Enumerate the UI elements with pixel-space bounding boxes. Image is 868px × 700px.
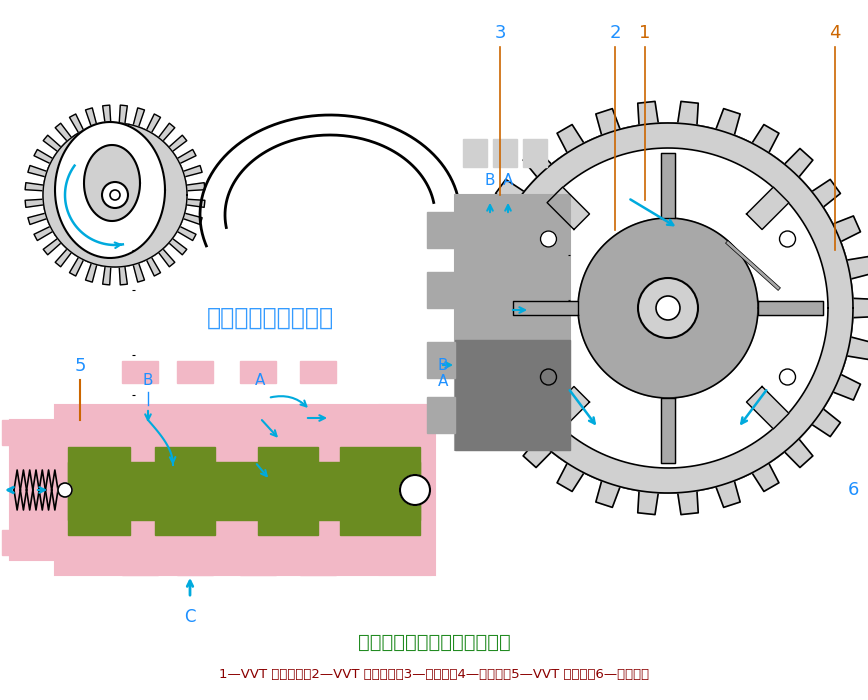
Bar (122, 553, 158, 575)
Text: 3: 3 (494, 24, 506, 42)
Bar (177, 361, 213, 383)
Text: 1—VVT 链轮定子；2—VVT 链轮转子；3—凸轮轴；4—锁止销；5—VVT 电磁阀；6—转子叶片: 1—VVT 链轮定子；2—VVT 链轮转子；3—凸轮轴；4—锁止销；5—VVT … (219, 668, 649, 682)
Text: C: C (184, 608, 196, 626)
Bar (240, 361, 276, 383)
Polygon shape (578, 218, 758, 398)
Text: 6: 6 (847, 481, 858, 499)
Bar (2, 530, 10, 555)
Text: 4: 4 (829, 24, 841, 42)
Polygon shape (25, 105, 205, 285)
Polygon shape (661, 398, 675, 463)
Circle shape (58, 483, 72, 497)
Polygon shape (55, 122, 165, 258)
Bar (493, 139, 517, 167)
Bar (427, 342, 455, 378)
Bar (240, 553, 276, 575)
Bar (340, 447, 420, 535)
Bar (258, 447, 318, 535)
Bar (427, 397, 455, 433)
Bar (68, 462, 420, 520)
Polygon shape (43, 123, 187, 267)
Polygon shape (84, 145, 140, 221)
Bar (68, 447, 130, 535)
Text: 5: 5 (75, 357, 86, 375)
Polygon shape (758, 301, 823, 315)
Circle shape (779, 369, 795, 385)
Bar (455, 195, 570, 450)
Polygon shape (746, 187, 789, 230)
Bar (177, 553, 213, 575)
Polygon shape (513, 301, 578, 315)
Circle shape (656, 296, 680, 320)
Text: A: A (503, 173, 513, 188)
Bar (122, 361, 158, 383)
Text: A: A (437, 374, 448, 389)
Bar (455, 340, 570, 450)
Bar (380, 405, 435, 575)
Polygon shape (661, 153, 675, 218)
Circle shape (102, 182, 128, 208)
Bar (155, 447, 215, 535)
Circle shape (541, 369, 556, 385)
Bar (523, 139, 547, 167)
Polygon shape (508, 148, 828, 468)
Bar (427, 272, 455, 308)
Text: A: A (255, 373, 266, 388)
Text: B: B (484, 173, 496, 188)
Bar (300, 361, 336, 383)
Bar (10, 420, 70, 560)
Text: B: B (142, 373, 154, 388)
Circle shape (400, 475, 430, 505)
Polygon shape (746, 386, 789, 429)
Text: 汽车维修技术与知识: 汽车维修技术与知识 (207, 306, 333, 330)
Text: 保持位置控制与提前位置控制: 保持位置控制与提前位置控制 (358, 633, 510, 652)
Polygon shape (547, 386, 589, 429)
Circle shape (541, 231, 556, 247)
Polygon shape (461, 102, 868, 514)
Circle shape (110, 190, 120, 200)
Circle shape (638, 278, 698, 338)
Text: B: B (437, 358, 448, 372)
Text: 1: 1 (640, 24, 651, 42)
Polygon shape (483, 123, 853, 493)
Bar (2, 420, 10, 445)
Text: 2: 2 (609, 24, 621, 42)
Bar (427, 212, 455, 248)
Circle shape (779, 231, 795, 247)
Bar (55, 405, 430, 575)
Bar (300, 553, 336, 575)
Bar (463, 139, 487, 167)
Polygon shape (547, 187, 589, 230)
